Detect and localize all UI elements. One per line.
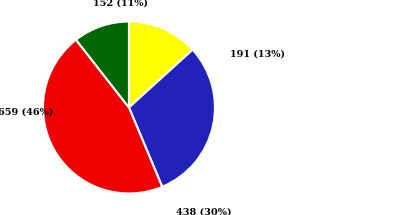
Wedge shape (129, 50, 215, 187)
Text: 152 (11%): 152 (11%) (93, 0, 148, 7)
Text: 438 (30%): 438 (30%) (176, 208, 232, 215)
Text: 659 (46%): 659 (46%) (0, 107, 54, 116)
Wedge shape (43, 40, 162, 194)
Text: 191 (13%): 191 (13%) (230, 50, 285, 59)
Wedge shape (129, 22, 193, 108)
Legend: Complaint Withdrawn, Informal Resolution, Final Report, Termination: Complaint Withdrawn, Informal Resolution… (275, 80, 391, 135)
Wedge shape (76, 22, 129, 108)
